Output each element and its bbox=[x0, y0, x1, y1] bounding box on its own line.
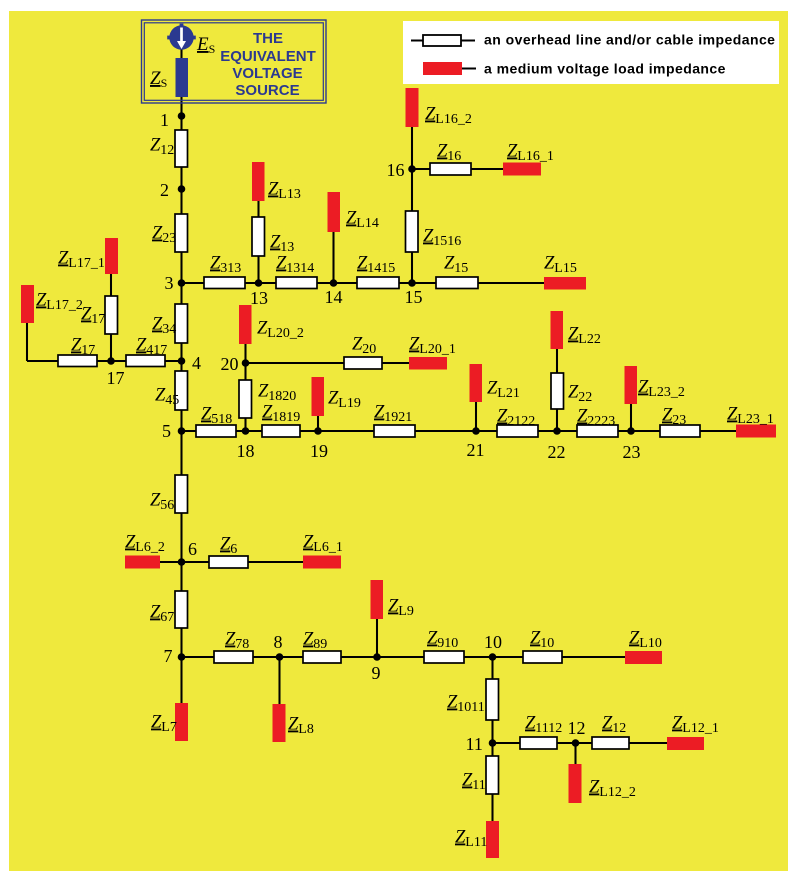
svg-text:ZL14: ZL14 bbox=[346, 209, 379, 232]
svg-text:3: 3 bbox=[165, 273, 174, 293]
svg-text:18: 18 bbox=[237, 441, 255, 461]
svg-text:ZL6_2: ZL6_2 bbox=[125, 533, 165, 556]
svg-text:Z10: Z10 bbox=[530, 629, 554, 652]
svg-text:Z23: Z23 bbox=[662, 406, 686, 429]
svg-text:8: 8 bbox=[274, 632, 283, 652]
svg-text:ZL10: ZL10 bbox=[629, 629, 662, 652]
svg-text:19: 19 bbox=[310, 441, 328, 461]
svg-text:Z313: Z313 bbox=[210, 254, 241, 277]
svg-text:6: 6 bbox=[188, 539, 197, 559]
svg-text:Z13: Z13 bbox=[270, 233, 294, 256]
svg-text:Z910: Z910 bbox=[427, 629, 458, 652]
svg-text:Z518: Z518 bbox=[201, 405, 232, 428]
svg-text:ZL20_1: ZL20_1 bbox=[409, 335, 456, 358]
svg-text:Z34: Z34 bbox=[152, 315, 176, 338]
svg-text:7: 7 bbox=[164, 646, 173, 666]
svg-text:Z2122: Z2122 bbox=[497, 407, 535, 430]
svg-text:ES: ES bbox=[196, 34, 215, 56]
svg-text:5: 5 bbox=[162, 421, 171, 441]
svg-text:11: 11 bbox=[466, 734, 483, 754]
svg-text:Z6: Z6 bbox=[220, 535, 237, 558]
svg-text:a medium voltage load impedanc: a medium voltage load impedance bbox=[484, 61, 726, 77]
svg-text:Z16: Z16 bbox=[437, 142, 461, 165]
svg-text:Z1921: Z1921 bbox=[374, 403, 412, 426]
svg-text:ZL6_1: ZL6_1 bbox=[303, 533, 343, 556]
svg-text:an overhead line and/or cable: an overhead line and/or cable impedance bbox=[484, 32, 775, 48]
svg-text:14: 14 bbox=[325, 287, 343, 307]
svg-text:ZL17_1: ZL17_1 bbox=[58, 249, 105, 272]
svg-text:SOURCE: SOURCE bbox=[235, 82, 299, 99]
svg-text:Z1415: Z1415 bbox=[357, 254, 395, 277]
svg-text:12: 12 bbox=[568, 718, 586, 738]
svg-text:Z67: Z67 bbox=[150, 603, 174, 626]
svg-text:Z78: Z78 bbox=[225, 630, 249, 653]
svg-text:ZL23_2: ZL23_2 bbox=[638, 378, 685, 401]
svg-text:Z1011: Z1011 bbox=[447, 693, 485, 716]
svg-text:1: 1 bbox=[160, 110, 169, 130]
svg-text:ZL11: ZL11 bbox=[455, 828, 487, 851]
svg-text:Z23: Z23 bbox=[152, 224, 176, 247]
svg-text:2: 2 bbox=[160, 180, 169, 200]
svg-text:Z17: Z17 bbox=[81, 305, 105, 328]
svg-text:ZL12_1: ZL12_1 bbox=[672, 714, 719, 737]
svg-text:10: 10 bbox=[484, 632, 502, 652]
svg-text:Z1516: Z1516 bbox=[423, 227, 461, 250]
svg-text:Z12: Z12 bbox=[602, 714, 626, 737]
svg-text:17: 17 bbox=[107, 368, 125, 388]
svg-text:ZL17_2: ZL17_2 bbox=[36, 291, 83, 314]
svg-text:Z417: Z417 bbox=[136, 336, 167, 359]
svg-text:Z2223: Z2223 bbox=[577, 407, 615, 430]
svg-text:4: 4 bbox=[192, 353, 201, 373]
svg-text:VOLTAGE: VOLTAGE bbox=[232, 65, 302, 82]
svg-text:ZL16_1: ZL16_1 bbox=[507, 142, 554, 165]
svg-text:Z17: Z17 bbox=[71, 336, 95, 359]
svg-text:22: 22 bbox=[548, 442, 566, 462]
svg-text:ZL8: ZL8 bbox=[288, 715, 314, 738]
svg-text:21: 21 bbox=[467, 440, 485, 460]
svg-text:EQUIVALENT: EQUIVALENT bbox=[220, 48, 316, 65]
svg-text:13: 13 bbox=[250, 288, 268, 308]
svg-text:ZL7: ZL7 bbox=[151, 713, 177, 736]
svg-text:15: 15 bbox=[405, 287, 423, 307]
svg-text:Z89: Z89 bbox=[303, 630, 327, 653]
svg-text:16: 16 bbox=[387, 160, 405, 180]
svg-text:9: 9 bbox=[372, 663, 381, 683]
svg-text:Z1314: Z1314 bbox=[276, 254, 314, 277]
svg-text:ZL23_1: ZL23_1 bbox=[727, 405, 774, 428]
svg-text:20: 20 bbox=[221, 354, 239, 374]
svg-text:ZL22: ZL22 bbox=[568, 325, 601, 348]
svg-text:Z11: Z11 bbox=[462, 771, 486, 794]
svg-text:THE: THE bbox=[253, 30, 283, 47]
svg-text:ZL16_2: ZL16_2 bbox=[425, 105, 472, 128]
svg-text:Z1819: Z1819 bbox=[262, 403, 300, 426]
svg-text:Z1112: Z1112 bbox=[525, 714, 562, 737]
svg-text:ZL12_2: ZL12_2 bbox=[589, 778, 636, 801]
svg-text:ZL9: ZL9 bbox=[388, 597, 414, 620]
svg-text:ZS: ZS bbox=[150, 68, 167, 90]
svg-text:23: 23 bbox=[623, 442, 641, 462]
svg-text:ZL13: ZL13 bbox=[268, 180, 301, 203]
